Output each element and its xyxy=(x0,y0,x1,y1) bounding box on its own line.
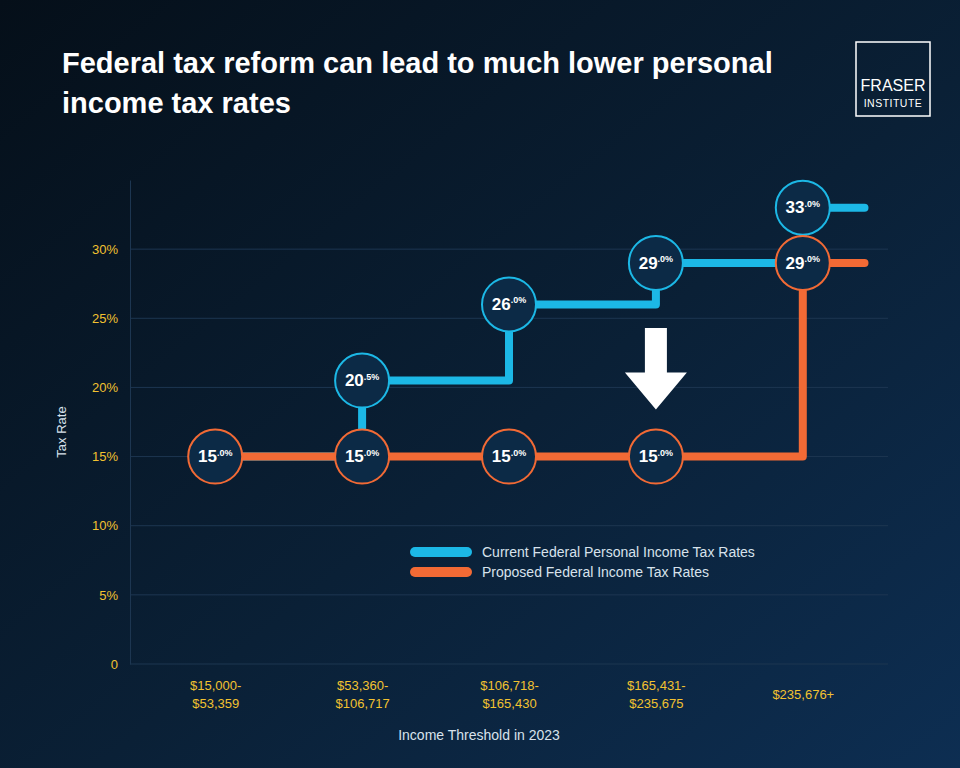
y-tick-label: 30% xyxy=(92,242,118,257)
x-tick-label: $15,000-$53,359 xyxy=(190,678,241,711)
data-label: 15.0% xyxy=(198,447,232,466)
data-label: 15.0% xyxy=(492,447,526,466)
x-tick-label: $165,431-$235,675 xyxy=(627,678,686,711)
y-tick: 5% xyxy=(99,588,130,603)
grid-line xyxy=(130,594,888,595)
markers: 20.5% 26.0% 29.0% 33.0% 15.0% 15.0% 15.0% 15.0%… xyxy=(188,181,830,484)
grid-line xyxy=(130,664,888,665)
y-tick: 20% xyxy=(92,380,130,395)
x-tick: $15,000-$53,359 xyxy=(190,664,241,711)
y-tick: 10% xyxy=(92,518,130,533)
title: Federal tax reform can lead to much lowe… xyxy=(62,47,773,119)
marker xyxy=(482,430,536,484)
marker xyxy=(188,430,242,484)
grid xyxy=(130,249,888,664)
data-label: 15.0% xyxy=(639,447,673,466)
data-label: 15.0% xyxy=(345,447,379,466)
logo: FRASER INSTITUTE xyxy=(856,42,930,116)
grid-line xyxy=(130,387,888,388)
y-axis: 0 5% 10% 15% 20% 25% 30% xyxy=(92,181,131,672)
y-axis-line xyxy=(130,181,131,665)
x-tick: $53,360-$106,717 xyxy=(335,664,389,711)
marker xyxy=(482,277,536,331)
x-tick-label: $53,360-$106,717 xyxy=(335,678,389,711)
y-tick-label: 10% xyxy=(92,518,118,533)
x-tick: $165,431-$235,675 xyxy=(627,664,686,711)
series-line xyxy=(215,208,864,457)
marker xyxy=(629,430,683,484)
legend-swatch xyxy=(415,547,467,557)
legend-label: Current Federal Personal Income Tax Rate… xyxy=(482,544,755,560)
x-tick-label: $106,718-$165,430 xyxy=(480,678,539,711)
legend-label: Proposed Federal Income Tax Rates xyxy=(482,564,709,580)
x-axis-title: Income Threshold in 2023 xyxy=(398,727,560,743)
chart: Federal tax reform can lead to much lowe… xyxy=(0,0,960,768)
arrow xyxy=(625,328,687,410)
logo-text: INSTITUTE xyxy=(864,97,923,109)
data-label: 33.0% xyxy=(786,198,820,217)
y-tick-label: 20% xyxy=(92,380,118,395)
y-tick: 0 xyxy=(111,657,130,672)
legend: Current Federal Personal Income Tax Rate… xyxy=(415,544,755,580)
y-tick: 15% xyxy=(92,449,130,464)
data-label: 29.0% xyxy=(786,254,820,273)
background xyxy=(0,0,960,768)
plot-area xyxy=(215,208,864,457)
logo-box xyxy=(856,42,930,116)
logo-text: FRASER xyxy=(861,77,926,94)
grid-line xyxy=(130,249,888,250)
x-tick: $235,676+ xyxy=(772,664,834,702)
x-tick-label: $235,676+ xyxy=(772,687,834,702)
grid-line xyxy=(130,525,888,526)
marker xyxy=(335,354,389,408)
y-tick: 25% xyxy=(92,311,130,326)
marker xyxy=(629,236,683,290)
y-tick-label: 15% xyxy=(92,449,118,464)
data-label: 26.0% xyxy=(492,295,526,314)
y-axis-title: Tax Rate xyxy=(54,406,69,457)
y-tick-label: 0 xyxy=(111,657,118,672)
marker xyxy=(776,181,830,235)
data-label: 20.5% xyxy=(345,371,379,390)
y-tick-label: 5% xyxy=(99,588,118,603)
x-tick: $106,718-$165,430 xyxy=(480,664,539,711)
legend-swatch xyxy=(415,567,467,577)
marker xyxy=(335,430,389,484)
y-tick-label: 25% xyxy=(92,311,118,326)
marker xyxy=(776,236,830,290)
y-tick: 30% xyxy=(92,242,130,257)
data-label: 29.0% xyxy=(639,254,673,273)
series-line xyxy=(215,263,864,457)
x-axis: $15,000-$53,359 $53,360-$106,717 $106,718-… xyxy=(190,664,834,711)
